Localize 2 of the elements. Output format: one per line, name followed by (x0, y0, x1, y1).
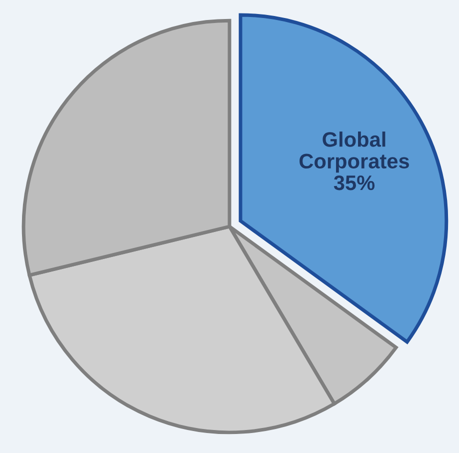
data-label: 35% (334, 175, 375, 190)
slice-label: Global Corporates (300, 132, 409, 173)
